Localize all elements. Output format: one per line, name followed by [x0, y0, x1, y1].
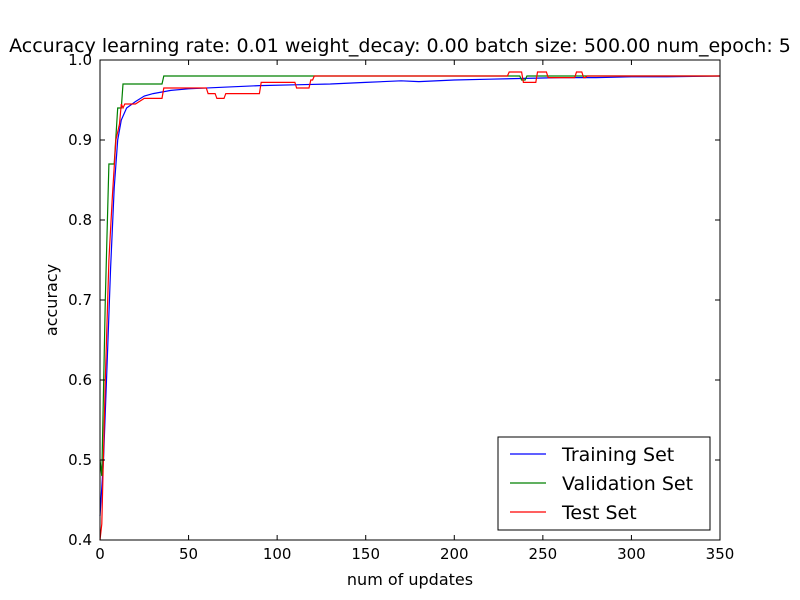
y-tick-label: 0.9: [68, 131, 92, 149]
x-tick-label: 50: [179, 545, 198, 563]
y-tick-label: 0.4: [68, 531, 92, 549]
x-tick-label: 350: [706, 545, 735, 563]
legend-label: Test Set: [561, 502, 637, 524]
x-tick-label: 0: [95, 545, 105, 563]
legend-label: Validation Set: [562, 473, 693, 495]
x-axis-label: num of updates: [347, 570, 473, 589]
y-axis-label: accuracy: [42, 264, 61, 336]
y-tick-label: 1.0: [68, 51, 92, 69]
x-tick-label: 300: [617, 545, 646, 563]
chart-title: Accuracy learning rate: 0.01 weight_deca…: [9, 35, 791, 57]
series-line-test-set: [99, 71, 720, 541]
y-tick-label: 0.8: [68, 211, 92, 229]
series-line-training-set: [99, 75, 721, 517]
x-tick-label: 100: [263, 545, 292, 563]
series-line-validation-set: [99, 75, 720, 477]
y-axis: 0.4 0.5 0.6 0.7 0.8 0.9 1.0: [68, 51, 720, 549]
legend-label: Training Set: [561, 444, 674, 466]
y-tick-label: 0.7: [68, 291, 92, 309]
x-tick-label: 150: [351, 545, 380, 563]
x-tick-label: 250: [529, 545, 558, 563]
x-tick-label: 200: [440, 545, 469, 563]
y-tick-label: 0.5: [68, 451, 92, 469]
series-layer: [99, 71, 721, 541]
legend: Training Set Validation Set Test Set: [497, 436, 711, 531]
x-axis: 0 50 100 150 200 250 300 350: [95, 60, 734, 563]
y-tick-label: 0.6: [68, 371, 92, 389]
